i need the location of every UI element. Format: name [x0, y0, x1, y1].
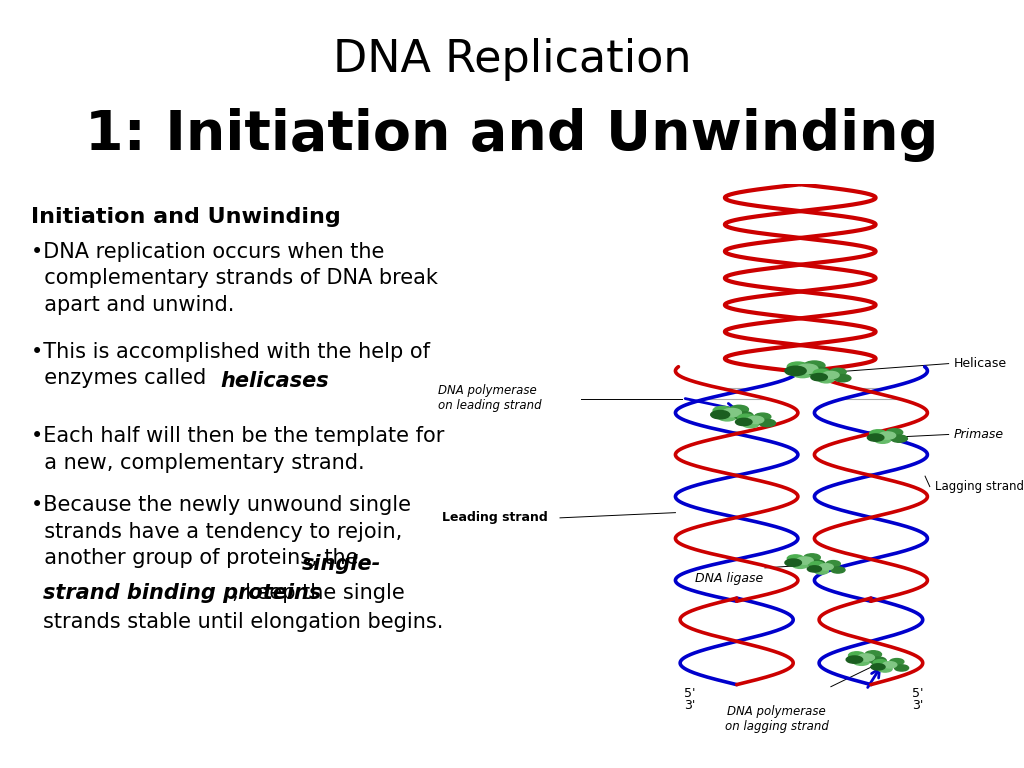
Circle shape: [891, 435, 907, 442]
Circle shape: [718, 412, 736, 421]
Circle shape: [869, 657, 886, 664]
Circle shape: [826, 561, 841, 567]
Circle shape: [849, 652, 865, 659]
Text: strand binding proteins: strand binding proteins: [43, 583, 322, 603]
Circle shape: [874, 436, 891, 443]
Circle shape: [878, 666, 892, 672]
Circle shape: [819, 564, 834, 570]
Circle shape: [797, 557, 813, 564]
Circle shape: [785, 366, 806, 376]
Circle shape: [883, 662, 897, 668]
Text: helicases: helicases: [220, 371, 329, 391]
Text: DNA polymerase
on leading strand: DNA polymerase on leading strand: [437, 384, 542, 412]
Text: Helicase: Helicase: [953, 357, 1007, 370]
Circle shape: [807, 566, 821, 572]
Text: 1: Initiation and Unwinding: 1: Initiation and Unwinding: [85, 108, 939, 161]
Circle shape: [713, 406, 732, 415]
Circle shape: [759, 419, 775, 427]
Text: •This is accomplished with the help of
  enzymes called: •This is accomplished with the help of e…: [31, 342, 430, 388]
Circle shape: [797, 364, 818, 373]
Circle shape: [729, 406, 749, 414]
Circle shape: [818, 376, 835, 383]
Circle shape: [865, 650, 882, 658]
Circle shape: [755, 413, 771, 420]
Circle shape: [811, 373, 827, 381]
Circle shape: [711, 411, 729, 419]
Circle shape: [830, 567, 845, 573]
Circle shape: [734, 412, 754, 420]
Circle shape: [804, 361, 825, 370]
Circle shape: [814, 568, 828, 574]
Circle shape: [792, 369, 813, 378]
Circle shape: [785, 559, 802, 566]
Text: Lagging strand template: Lagging strand template: [935, 480, 1024, 493]
Text: DNA polymerase
on lagging strand: DNA polymerase on lagging strand: [725, 706, 828, 733]
Text: , keep the single: , keep the single: [232, 583, 406, 603]
Circle shape: [858, 654, 874, 661]
Circle shape: [809, 560, 825, 568]
Circle shape: [867, 434, 884, 442]
Circle shape: [886, 429, 903, 436]
Text: •Because the newly unwound single
  strands have a tendency to rejoin,
  another: •Because the newly unwound single strand…: [31, 495, 411, 568]
Text: DNA ligase: DNA ligase: [695, 572, 764, 585]
Text: DNA Replication: DNA Replication: [333, 38, 691, 81]
Circle shape: [890, 659, 904, 665]
Circle shape: [787, 362, 809, 372]
Circle shape: [835, 375, 851, 382]
Circle shape: [869, 430, 886, 437]
Text: •DNA replication occurs when the
  complementary strands of DNA break
  apart an: •DNA replication occurs when the complem…: [31, 242, 437, 315]
Circle shape: [742, 420, 759, 428]
Circle shape: [873, 660, 888, 666]
Circle shape: [738, 414, 755, 422]
Circle shape: [748, 416, 764, 423]
Text: Initiation and Unwinding: Initiation and Unwinding: [31, 207, 340, 227]
Circle shape: [853, 658, 869, 665]
Circle shape: [735, 419, 752, 425]
Circle shape: [804, 554, 820, 561]
Text: .: .: [304, 371, 310, 391]
Text: single-: single-: [302, 554, 381, 574]
Text: strands stable until elongation begins.: strands stable until elongation begins.: [43, 612, 443, 632]
Circle shape: [846, 656, 862, 664]
Circle shape: [813, 369, 829, 376]
Text: Primase: Primase: [953, 428, 1004, 441]
Circle shape: [829, 369, 846, 376]
Circle shape: [792, 561, 809, 568]
Text: Leading strand: Leading strand: [442, 511, 548, 525]
Text: 3': 3': [684, 699, 695, 712]
Circle shape: [880, 432, 896, 439]
Circle shape: [810, 561, 824, 568]
Text: 5': 5': [912, 687, 924, 700]
Circle shape: [723, 409, 741, 417]
Circle shape: [895, 665, 908, 671]
Circle shape: [787, 554, 804, 562]
Text: •Each half will then be the template for
  a new, complementary strand.: •Each half will then be the template for…: [31, 426, 444, 472]
Circle shape: [809, 367, 829, 376]
Circle shape: [822, 372, 839, 379]
Circle shape: [870, 664, 885, 670]
Text: 3': 3': [912, 699, 924, 712]
Text: 5': 5': [684, 687, 695, 700]
